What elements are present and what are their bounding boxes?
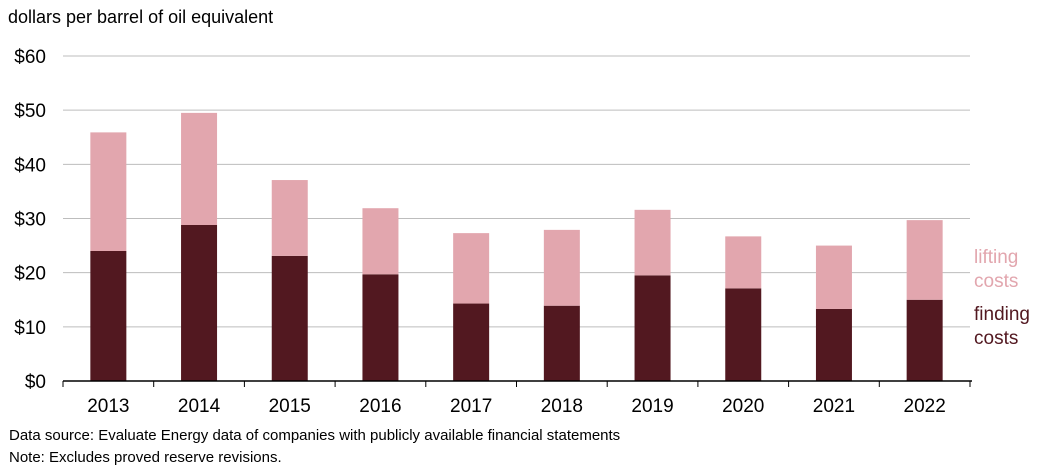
x-tick-label: 2022	[904, 396, 946, 417]
bar-lifting-costs-2014	[181, 112, 218, 225]
x-tick-label: 2014	[178, 396, 221, 417]
legend-finding-line2: costs	[974, 328, 1018, 349]
y-tick-label: $10	[14, 318, 46, 339]
x-tick-label: 2019	[631, 396, 673, 417]
bar-finding-costs-2021	[815, 308, 852, 381]
bar-finding-costs-2014	[181, 225, 218, 381]
legend-lifting-line2: costs	[974, 271, 1018, 292]
x-tick-label: 2017	[450, 396, 492, 417]
data-source-note: Data source: Evaluate Energy data of com…	[9, 427, 621, 444]
bar-lifting-costs-2017	[453, 233, 490, 304]
legend-finding-line1: finding	[974, 304, 1030, 325]
bar-lifting-costs-2021	[815, 245, 852, 309]
y-tick-label: $0	[25, 372, 46, 393]
bar-finding-costs-2016	[362, 274, 399, 381]
y-tick-label: $30	[14, 210, 46, 231]
bars	[90, 112, 943, 381]
bar-finding-costs-2017	[453, 303, 490, 381]
x-tick-label: 2013	[87, 396, 129, 417]
bar-finding-costs-2020	[725, 288, 762, 381]
bar-lifting-costs-2022	[906, 220, 943, 300]
y-axis-label: dollars per barrel of oil equivalent	[8, 7, 273, 27]
axes: 2013 2014 2015 2016 2017 2018 2019 2020 2021 2022	[62, 380, 972, 417]
bar-lifting-costs-2015	[271, 180, 308, 256]
bar-finding-costs-2018	[543, 305, 580, 381]
y-tick-label: $60	[14, 47, 46, 68]
bar-lifting-costs-2016	[362, 208, 399, 275]
bar-finding-costs-2022	[906, 299, 943, 381]
bar-lifting-costs-2019	[634, 209, 671, 276]
legend-lifting-line1: lifting	[974, 247, 1018, 268]
bar-finding-costs-2013	[90, 251, 127, 381]
x-tick-label: 2021	[813, 396, 855, 417]
bar-lifting-costs-2020	[725, 236, 762, 289]
bar-lifting-costs-2018	[543, 229, 580, 306]
x-tick-label: 2015	[269, 396, 311, 417]
x-tick-label: 2016	[359, 396, 401, 417]
y-tick-label: $50	[14, 101, 46, 122]
footnote: Note: Excludes proved reserve revisions.	[9, 449, 282, 466]
stacked-bar-chart: dollars per barrel of oil equivalent $0 $…	[8, 7, 1030, 417]
bar-finding-costs-2015	[271, 255, 308, 381]
x-tick-label: 2020	[722, 396, 764, 417]
bar-lifting-costs-2013	[90, 132, 127, 251]
legend: lifting costs finding costs	[974, 247, 1030, 349]
bar-finding-costs-2019	[634, 275, 671, 381]
y-tick-label: $40	[14, 155, 46, 176]
y-tick-label: $20	[14, 264, 46, 285]
x-tick-label: 2018	[541, 396, 583, 417]
